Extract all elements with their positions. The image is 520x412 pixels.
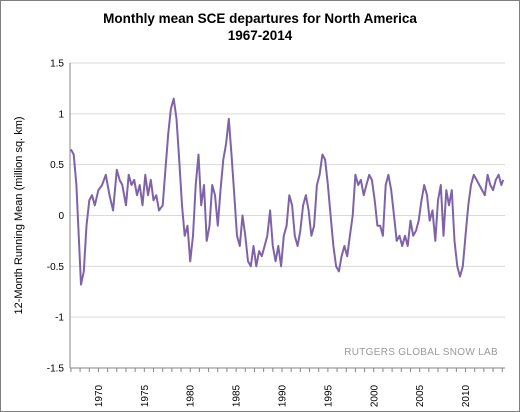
x-tick-label: 1985 (232, 384, 243, 407)
y-tick-label: 1.5 (50, 59, 64, 70)
x-tick-label: 2005 (415, 384, 426, 407)
y-axis-label: 12-Month Running Mean (million sq. km) (13, 116, 25, 314)
x-tick-label: 2000 (369, 384, 380, 407)
y-tick-label: -0.5 (47, 262, 65, 273)
x-tick-label: 1990 (277, 384, 288, 407)
series-line (70, 97, 505, 286)
chart-title: Monthly mean SCE departures for North Am… (103, 11, 417, 26)
axes (69, 63, 505, 372)
y-tick-label: 1 (58, 109, 64, 120)
y-tick-label: 0.5 (50, 160, 64, 171)
x-tick-labels: 1970 1975 1980 1985 1990 1995 2000 2005 2010 (94, 384, 472, 407)
chart-subtitle: 1967-2014 (227, 28, 293, 43)
x-tick-label: 1980 (186, 384, 197, 407)
x-tick-label: 1975 (140, 384, 151, 407)
chart-annotation: RUTGERS GLOBAL SNOW LAB (344, 347, 498, 358)
y-tick-labels: 1.5 1 0.5 0 -0.5 -1 -1.5 (47, 59, 65, 375)
x-tick-label: 1970 (94, 384, 105, 407)
y-tick-label: -1.5 (47, 364, 65, 375)
x-tick-label: 1995 (323, 384, 334, 407)
y-tick-label: -1 (55, 313, 64, 324)
y-tick-label: 0 (58, 211, 64, 222)
x-tick-label: 2010 (461, 384, 472, 407)
chart-title-block: Monthly mean SCE departures for North Am… (0, 10, 520, 44)
